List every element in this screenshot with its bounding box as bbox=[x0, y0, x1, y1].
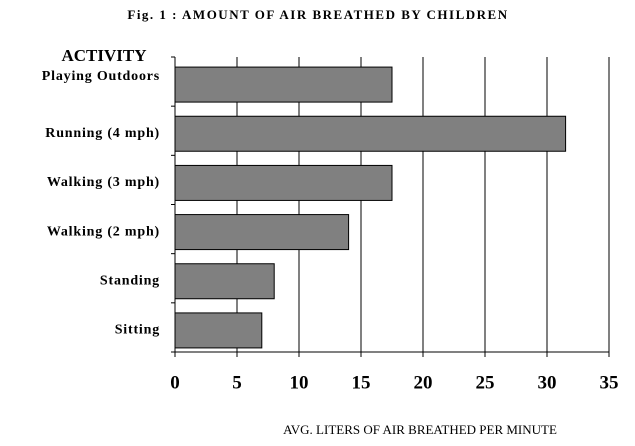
x-tick-label: 10 bbox=[290, 372, 309, 393]
x-axis-title: AVG. LITERS OF AIR BREATHED PER MINUTE bbox=[283, 422, 557, 437]
x-tick-label: 25 bbox=[476, 372, 495, 393]
bar bbox=[174, 66, 393, 103]
y-tick-label: Walking (3 mph) bbox=[47, 175, 160, 190]
y-tick-label: Sitting bbox=[115, 323, 160, 338]
y-tick-label: Playing Outdoors bbox=[42, 69, 160, 84]
y-axis-title: ACTIVITY bbox=[61, 46, 146, 65]
x-tick-label: 15 bbox=[352, 372, 371, 393]
chart-title: Fig. 1 : AMOUNT OF AIR BREATHED BY CHILD… bbox=[127, 7, 508, 22]
bar bbox=[174, 164, 393, 201]
x-tick-label: 30 bbox=[538, 372, 557, 393]
y-tick-label: Walking (2 mph) bbox=[47, 224, 160, 239]
y-tick-label: Standing bbox=[100, 273, 160, 288]
bar bbox=[174, 312, 263, 349]
bar bbox=[174, 263, 275, 300]
x-tick-label: 35 bbox=[600, 372, 619, 393]
x-tick-label: 5 bbox=[232, 372, 242, 393]
x-tick-label: 0 bbox=[170, 372, 180, 393]
bar bbox=[174, 214, 350, 251]
bar bbox=[174, 115, 567, 152]
x-tick-label: 20 bbox=[414, 372, 433, 393]
y-tick-label: Running (4 mph) bbox=[45, 126, 160, 141]
